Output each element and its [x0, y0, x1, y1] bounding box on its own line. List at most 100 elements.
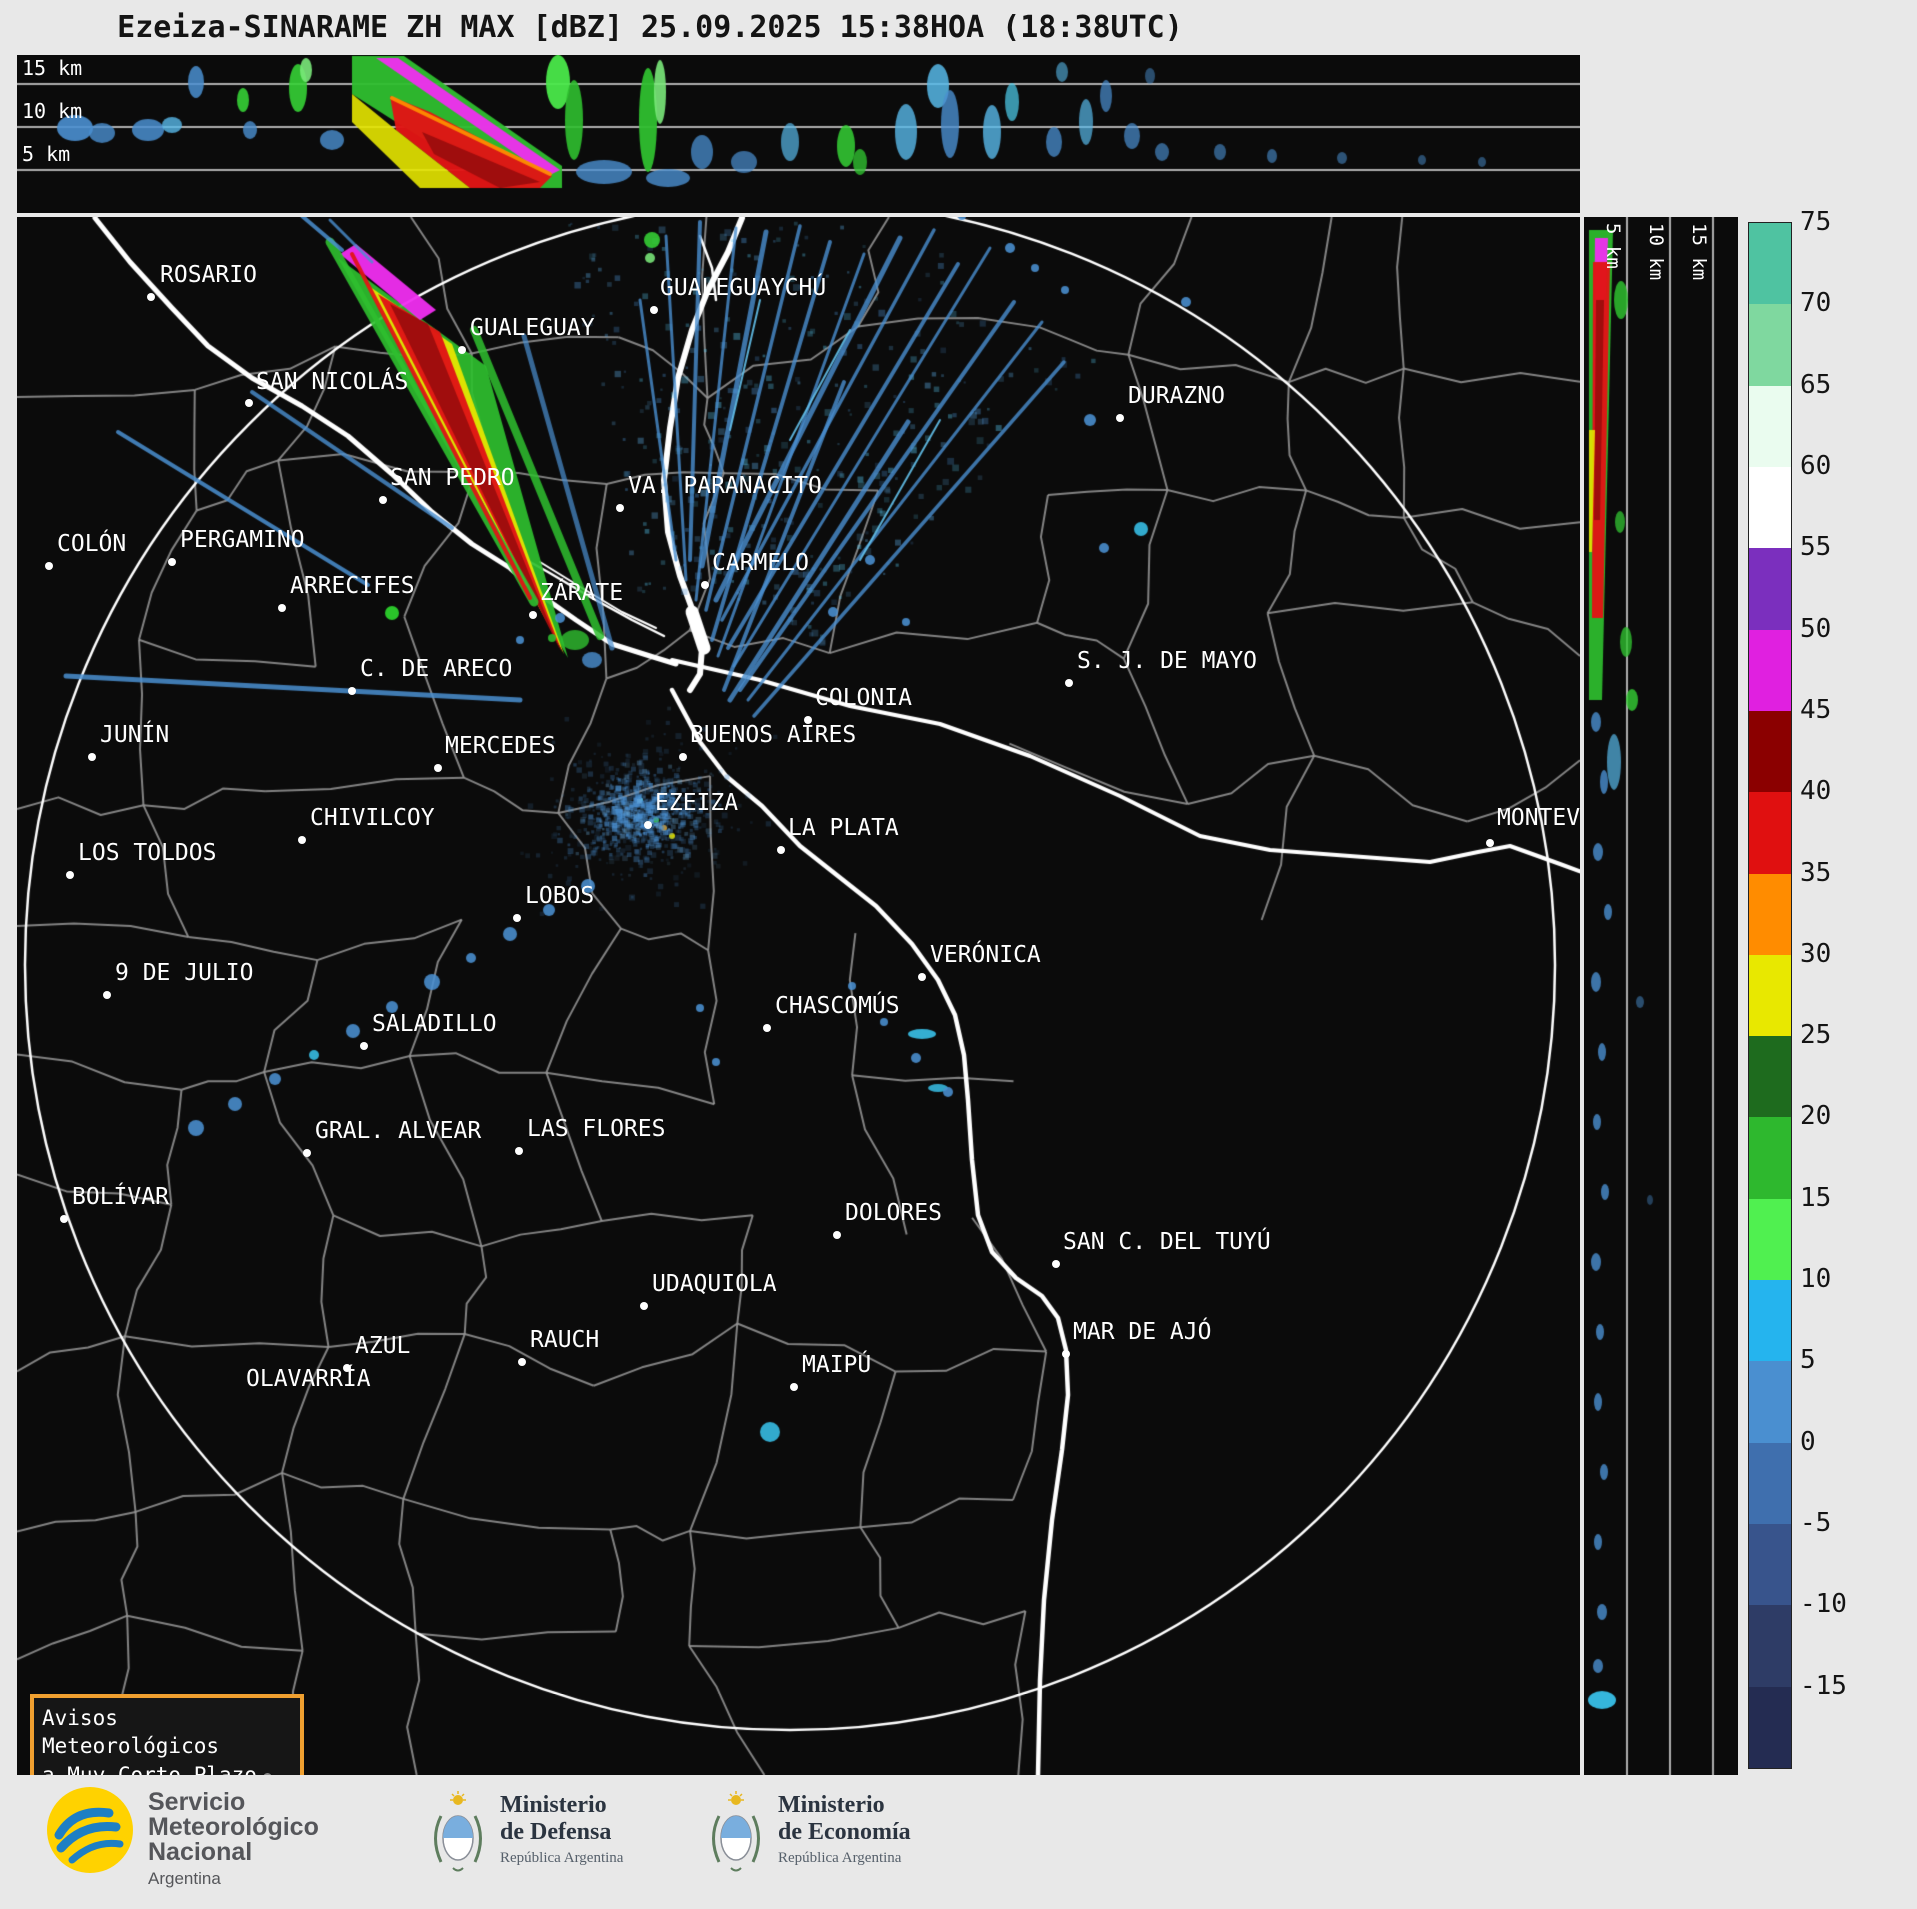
city-dot [434, 764, 442, 772]
colorbar-tick-label: -10 [1800, 1589, 1847, 1620]
city-label: LOS TOLDOS [78, 840, 217, 866]
colorbar-segment [1749, 1036, 1791, 1118]
city-dot [1052, 1260, 1060, 1268]
city-label: UDAQUIOLA [652, 1271, 777, 1297]
city-dot [245, 399, 253, 407]
colorbar-segment [1749, 385, 1791, 467]
city-label: GUALEGUAYCHÚ [660, 275, 827, 301]
city-dot [360, 1042, 368, 1050]
city-dot [640, 1302, 648, 1310]
city-dot [60, 1215, 68, 1223]
city-dot [1116, 414, 1124, 422]
city-label: 9 DE JULIO [115, 960, 254, 986]
city-label: MERCEDES [445, 733, 556, 759]
colorbar-segment [1749, 1198, 1791, 1281]
colorbar-tick-label: 70 [1800, 288, 1832, 319]
city-dot [343, 1364, 351, 1372]
colorbar-segment [1749, 1605, 1791, 1687]
city-label: CHASCOMÚS [775, 993, 900, 1019]
height-label-10km-vertical: 10 km [1645, 223, 1667, 281]
right-cross-section-canvas [1584, 217, 1738, 1775]
city-label: MAR DE AJÓ [1073, 1319, 1212, 1345]
city-dot [804, 716, 812, 724]
footer: Servicio Meteorológico Nacional Argentin… [0, 1782, 1917, 1909]
colorbar-tick-label: 50 [1800, 613, 1832, 644]
city-dot [518, 1358, 526, 1366]
city-dot [679, 753, 687, 761]
smn-line4: Argentina [148, 1869, 221, 1888]
city-dot [103, 991, 111, 999]
colorbar-tick-label: -5 [1800, 1508, 1832, 1539]
city-dot [1065, 679, 1073, 687]
city-label: AZUL [355, 1333, 411, 1359]
colorbar-segment [1749, 1361, 1791, 1443]
ministerio-defensa-text: Ministerio de Defensa República Argentin… [500, 1792, 623, 1867]
colorbar-tick-label: 5 [1800, 1345, 1816, 1376]
city-dot [458, 346, 466, 354]
city-dot [529, 611, 537, 619]
colorbar-segment [1749, 1280, 1791, 1362]
defensa-line3: República Argentina [500, 1850, 624, 1866]
smn-text: Servicio Meteorológico Nacional Argentin… [148, 1790, 319, 1890]
warning-dot-icon [262, 1772, 272, 1775]
colorbar-segment [1749, 548, 1791, 630]
colorbar-segment [1749, 792, 1791, 874]
city-dot [278, 604, 286, 612]
colorbar-segment [1749, 873, 1791, 955]
economia-coat-of-arms-icon [706, 1790, 766, 1883]
city-label: MAIPÚ [802, 1352, 872, 1378]
colorbar-tick-label: 15 [1800, 1182, 1832, 1213]
ministerio-economia-text: Ministerio de Economía República Argenti… [778, 1792, 911, 1867]
smn-logo-icon [47, 1787, 133, 1873]
colorbar-tick-label: 20 [1800, 1101, 1832, 1132]
colorbar-tick-label: 35 [1800, 857, 1832, 888]
city-dot [833, 1231, 841, 1239]
city-dot [616, 504, 624, 512]
city-label: GRAL. ALVEAR [315, 1118, 482, 1144]
city-label: ARRECIFES [290, 573, 415, 599]
city-label: PERGAMINO [180, 527, 305, 553]
radar-map-canvas [17, 217, 1580, 1775]
city-dot [918, 973, 926, 981]
city-label: SAN C. DEL TUYÚ [1063, 1229, 1271, 1255]
colorbar-tick-label: 45 [1800, 694, 1832, 725]
height-label-5km-vertical: 5 km [1602, 223, 1624, 269]
warning-line2: a Muy Corto Plazo [42, 1762, 257, 1775]
city-label: BUENOS AIRES [690, 722, 857, 748]
right-cross-section-panel: 5 km 10 km 15 km [1584, 217, 1738, 1775]
city-dot [303, 1149, 311, 1157]
page-title: Ezeiza-SINARAME ZH MAX [dBZ] 25.09.2025 … [117, 10, 1183, 45]
city-dot [379, 496, 387, 504]
colorbar-tick-label: 40 [1800, 776, 1832, 807]
city-dot [66, 871, 74, 879]
smn-line3: Nacional [148, 1838, 253, 1866]
colorbar-tick-label: 10 [1800, 1264, 1832, 1295]
warning-box: Avisos Meteorológicos a Muy Corto Plazo [30, 1694, 304, 1775]
city-dot [88, 753, 96, 761]
city-label: DOLORES [845, 1200, 942, 1226]
city-label: SAN NICOLÁS [256, 369, 409, 395]
colorbar-segment [1749, 629, 1791, 711]
city-label: ROSARIO [160, 262, 257, 288]
city-dot [644, 821, 652, 829]
city-label: RAUCH [530, 1327, 600, 1353]
city-dot [147, 293, 155, 301]
economia-line2: de Economía [778, 1819, 911, 1845]
colorbar-segment [1749, 954, 1791, 1037]
economia-line1: Ministerio [778, 1792, 885, 1818]
city-dot [513, 914, 521, 922]
city-dot [515, 1147, 523, 1155]
city-dot [45, 562, 53, 570]
city-dot [348, 687, 356, 695]
city-dot [701, 581, 709, 589]
city-label: COLONIA [815, 685, 912, 711]
radar-map-panel: ROSARIO GUALEGUAYCHÚ GUALEGUAY SAN NICOLÁS S… [17, 217, 1580, 1775]
smn-line2: Meteorológico [148, 1813, 319, 1841]
city-label: GUALEGUAY [470, 315, 595, 341]
colorbar-segment [1749, 1524, 1791, 1606]
city-label: BOLÍVAR [72, 1184, 169, 1210]
city-label: LAS FLORES [527, 1116, 666, 1142]
height-label-5km: 5 km [22, 142, 71, 166]
colorbar-tick-label: 25 [1800, 1020, 1832, 1051]
